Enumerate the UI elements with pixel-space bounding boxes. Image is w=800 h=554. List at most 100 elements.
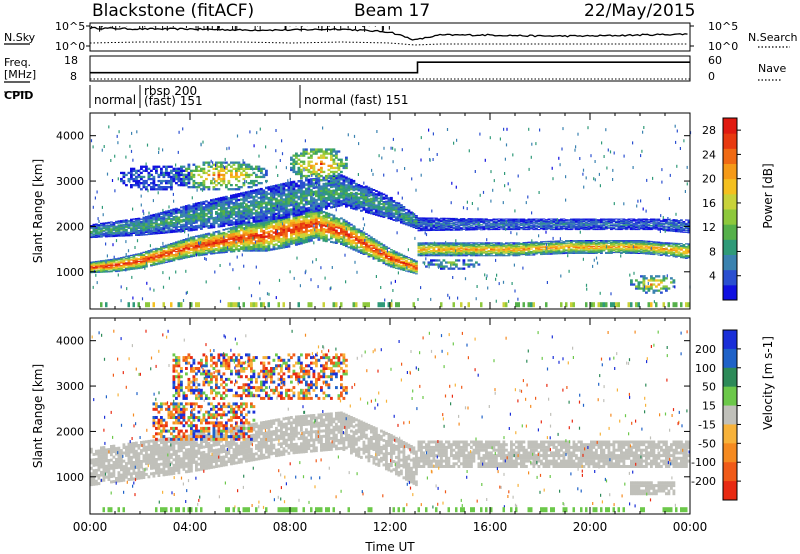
power-cell xyxy=(142,216,146,219)
power-cell xyxy=(110,266,113,268)
power-cell xyxy=(557,247,561,249)
power-cell xyxy=(445,247,448,249)
power-cell xyxy=(207,251,211,254)
power-cell xyxy=(117,235,121,237)
power-cell xyxy=(385,245,388,248)
power-cell xyxy=(267,209,271,213)
power-cell xyxy=(267,230,271,234)
power-cell xyxy=(405,224,408,226)
power-cell xyxy=(247,196,251,200)
power-cell xyxy=(540,248,543,250)
power-cell xyxy=(577,243,581,245)
power-cell xyxy=(202,206,206,209)
power-cell xyxy=(502,249,506,251)
power-cell xyxy=(407,262,411,264)
power-cell xyxy=(477,252,481,254)
power-cell xyxy=(547,240,551,242)
power-cell xyxy=(197,205,201,208)
power-cell xyxy=(110,226,113,228)
power-cell xyxy=(365,202,368,205)
power-cell xyxy=(150,218,153,220)
power-cell xyxy=(205,200,208,203)
power-cell xyxy=(400,205,403,207)
power-cell xyxy=(395,265,398,267)
power-cell xyxy=(287,181,291,185)
power-cell xyxy=(365,240,368,242)
power-cell xyxy=(420,250,423,252)
power-cell xyxy=(157,225,161,228)
power-cell xyxy=(92,268,96,270)
power-cell xyxy=(212,226,216,229)
power-cell xyxy=(182,244,186,246)
power-cell xyxy=(300,193,303,196)
power-cell xyxy=(615,251,618,254)
power-cell xyxy=(245,215,248,218)
power-cell xyxy=(617,246,621,248)
power-cell xyxy=(485,255,488,257)
power-cell xyxy=(147,252,151,254)
power-cell xyxy=(267,203,271,206)
power-cell xyxy=(380,206,383,208)
power-cell xyxy=(340,224,343,227)
power-cell xyxy=(152,217,156,220)
power-cell xyxy=(370,187,373,190)
power-cell xyxy=(447,244,451,247)
power-cell xyxy=(120,232,123,234)
power-cell xyxy=(360,206,363,209)
power-cell xyxy=(255,225,258,228)
power-cell xyxy=(300,233,303,236)
power-cell xyxy=(110,259,113,261)
power-cell xyxy=(92,264,96,266)
power-cell xyxy=(627,240,631,243)
power-cell xyxy=(95,260,98,262)
power-cell xyxy=(470,251,473,253)
power-cell xyxy=(210,252,213,255)
power-cell xyxy=(260,196,263,199)
power-cell xyxy=(545,250,548,252)
power-cell xyxy=(212,241,216,244)
power-cell xyxy=(480,244,483,246)
power-cell xyxy=(415,264,418,266)
power-cell xyxy=(127,267,131,269)
power-cell xyxy=(220,196,223,200)
power-cell xyxy=(212,216,216,219)
power-cell xyxy=(280,183,283,186)
power-cell xyxy=(130,234,133,237)
power-cell xyxy=(127,262,131,264)
power-cell xyxy=(335,193,338,196)
power-cell xyxy=(92,263,96,265)
power-cell xyxy=(175,223,178,225)
power-cell xyxy=(102,264,106,266)
power-cell xyxy=(365,243,368,245)
power-cell xyxy=(125,257,128,259)
power-cell xyxy=(347,189,351,192)
power-cell xyxy=(205,249,208,252)
power-cell xyxy=(180,227,183,229)
power-cell xyxy=(222,239,226,242)
power-cell xyxy=(375,193,378,196)
power-cell xyxy=(325,236,328,239)
power-cell xyxy=(122,267,126,269)
power-cell xyxy=(377,248,381,251)
power-cell xyxy=(325,228,328,231)
power-cell xyxy=(170,252,173,254)
power-cell xyxy=(430,245,433,247)
power-cell xyxy=(275,208,278,211)
power-cell xyxy=(435,250,438,252)
power-cell xyxy=(102,267,106,269)
power-cell xyxy=(627,243,631,245)
power-cell xyxy=(390,255,393,258)
power-cell xyxy=(475,250,478,252)
power-cell xyxy=(512,249,516,251)
power-cell xyxy=(515,254,518,256)
power-cell xyxy=(275,186,278,190)
power-cell xyxy=(277,232,281,235)
power-cell xyxy=(385,250,388,253)
power-cell xyxy=(295,200,298,203)
power-cell xyxy=(265,223,268,226)
power-cell xyxy=(230,208,233,211)
power-cell xyxy=(187,204,191,207)
power-cell xyxy=(412,265,416,267)
power-cell xyxy=(287,220,291,223)
power-cell xyxy=(345,203,348,206)
